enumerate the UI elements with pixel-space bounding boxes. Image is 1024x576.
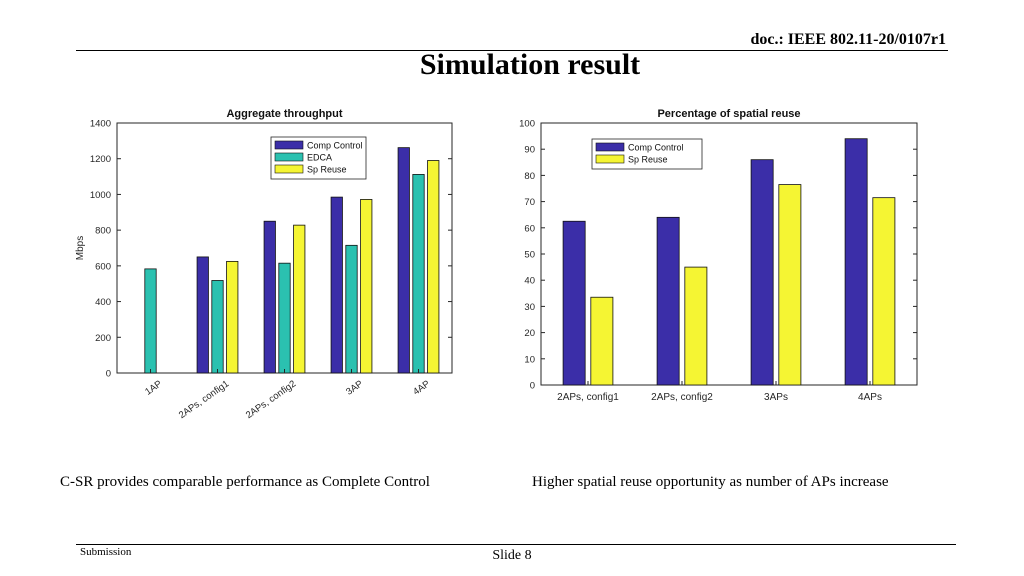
slide-title: Simulation result [419,48,641,81]
bar-sp-reuse-4ap [427,160,440,374]
bar-comp-control-4ap [397,147,410,374]
y-tick-label: 600 [95,261,111,272]
y-tick-label: 100 [519,119,535,130]
y-tick-label: 0 [530,381,535,392]
bar-sp-reuse-2aps-config2 [684,266,708,386]
y-tick-label: 30 [524,302,535,313]
chart-title: Percentage of spatial reuse [657,108,800,120]
legend-swatch-sp-reuse [274,164,304,174]
bar-comp-control-2aps-config1 [196,256,209,374]
chart-title: Aggregate throughput [226,108,342,120]
legend-label-comp-control: Comp Control [628,143,684,153]
legend-label-sp-reuse: Sp Reuse [307,165,347,175]
y-tick-label: 50 [524,250,535,261]
x-tick-label: 2APs, config2 [651,392,713,403]
bar-sp-reuse-2aps-config1 [226,260,239,374]
bar-sp-reuse-3aps [778,184,802,386]
bar-comp-control-4aps [844,138,868,386]
y-tick-label: 800 [95,226,111,237]
document-id: doc.: IEEE 802.11-20/0107r1 [750,31,946,48]
bar-comp-control-2aps-config2 [263,220,276,374]
y-tick-label: 200 [95,333,111,344]
bar-sp-reuse-4aps [872,197,896,386]
bar-comp-control-2aps-config1 [562,220,586,386]
bar-sp-reuse-2aps-config1 [590,296,614,386]
y-tick-label: 80 [524,171,535,182]
bar-edca-2aps-config1 [211,280,224,374]
legend-swatch-edca [274,152,304,162]
bar-edca-3ap [345,244,358,374]
x-tick-label: 4APs [858,392,882,403]
x-tick-label: 4AP [411,378,432,397]
bar-edca-1ap [144,268,157,374]
x-tick-label: 1AP [143,378,164,397]
header-rule [76,50,948,51]
y-tick-label: 10 [524,354,535,365]
y-tick-label: 70 [524,197,535,208]
y-tick-label: 400 [95,297,111,308]
y-tick-label: 0 [106,369,111,380]
left-caption: C-SR provides comparable performance as … [60,474,430,490]
bar-comp-control-3aps [750,159,774,386]
y-tick-label: 1000 [90,190,111,201]
x-tick-label: 3APs [764,392,788,403]
bar-edca-2aps-config2 [278,262,291,374]
y-tick-label: 1200 [90,154,111,165]
bar-sp-reuse-2aps-config2 [293,224,306,374]
spatial-reuse-chart: Percentage of spatial reuse 0 10 20 30 40 50 60… [519,108,918,403]
x-tick-label: 3AP [344,378,365,397]
x-tick-label: 2APs, config1 [557,392,619,403]
bar-edca-4ap [412,174,425,374]
y-axis-label: Mbps [75,236,86,260]
y-tick-label: 60 [524,223,535,234]
y-tick-label: 40 [524,276,535,287]
slide-number: Slide 8 [492,548,532,563]
footer-rule [76,544,956,545]
bar-sp-reuse-3ap [360,199,373,374]
legend-swatch-comp-control [595,142,625,152]
x-tick-label: 2APs, config2 [244,378,298,421]
y-tick-label: 20 [524,328,535,339]
legend-label-comp-control: Comp Control [307,141,363,151]
legend-label-sp-reuse: Sp Reuse [628,155,668,165]
bar-comp-control-2aps-config2 [656,216,680,386]
y-tick-label: 90 [524,145,535,156]
y-tick-label: 1400 [90,119,111,130]
legend-swatch-sp-reuse [595,154,625,164]
bar-comp-control-3ap [330,196,343,374]
submission-label: Submission [80,546,132,558]
x-tick-label: 2APs, config1 [177,378,231,421]
aggregate-throughput-chart: Aggregate throughput 0 200 400 600 800 1000 120… [75,108,453,421]
right-caption: Higher spatial reuse opportunity as numb… [532,474,889,490]
legend-swatch-comp-control [274,140,304,150]
legend-label-edca: EDCA [307,153,332,163]
